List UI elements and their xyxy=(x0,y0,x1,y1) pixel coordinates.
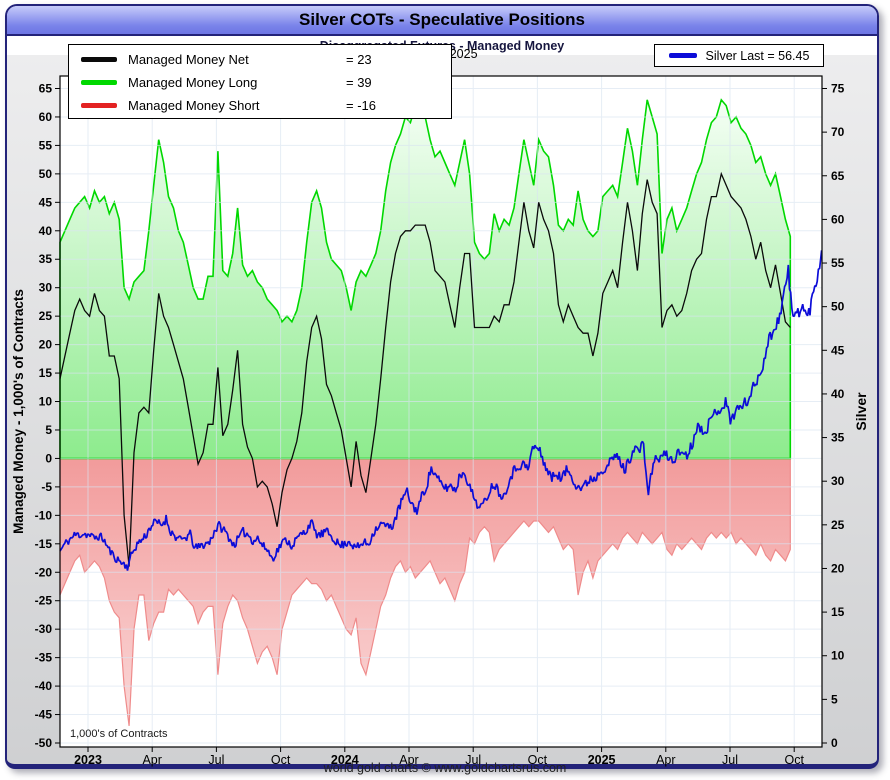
page-title: Silver COTs - Speculative Positions xyxy=(299,10,585,29)
silver-last-value: Silver Last = 56.45 xyxy=(705,48,810,63)
legend-row-short: Managed Money Short = -16 xyxy=(81,94,451,117)
legend-row-net: Managed Money Net = 23 xyxy=(81,48,451,71)
silver-line-swatch-icon xyxy=(668,53,697,58)
silver-legend: Silver Last = 56.45 xyxy=(654,44,824,67)
cot-legend: Managed Money Net = 23 Managed Money Lon… xyxy=(68,44,452,119)
net-line-swatch-icon xyxy=(81,57,117,62)
legend-value-long: = 39 xyxy=(346,75,372,90)
legend-row-long: Managed Money Long = 39 xyxy=(81,71,451,94)
right-axis-title: Silver xyxy=(853,392,869,431)
legend-label-short: Managed Money Short xyxy=(128,98,260,113)
plot-note: 1,000's of Contracts xyxy=(70,728,168,740)
title-bar: Silver COTs - Speculative Positions xyxy=(7,6,877,36)
copyright-footer: world gold charts © www.goldchartsrus.co… xyxy=(323,761,567,775)
legend-label-net: Managed Money Net xyxy=(128,52,249,67)
long-line-swatch-icon xyxy=(81,80,117,85)
legend-label-long: Managed Money Long xyxy=(128,75,258,90)
left-axis-title: Managed Money - 1,000's of Contracts xyxy=(11,289,26,534)
short-line-swatch-icon xyxy=(81,103,117,108)
legend-value-short: = -16 xyxy=(346,98,376,113)
legend-value-net: = 23 xyxy=(346,52,372,67)
